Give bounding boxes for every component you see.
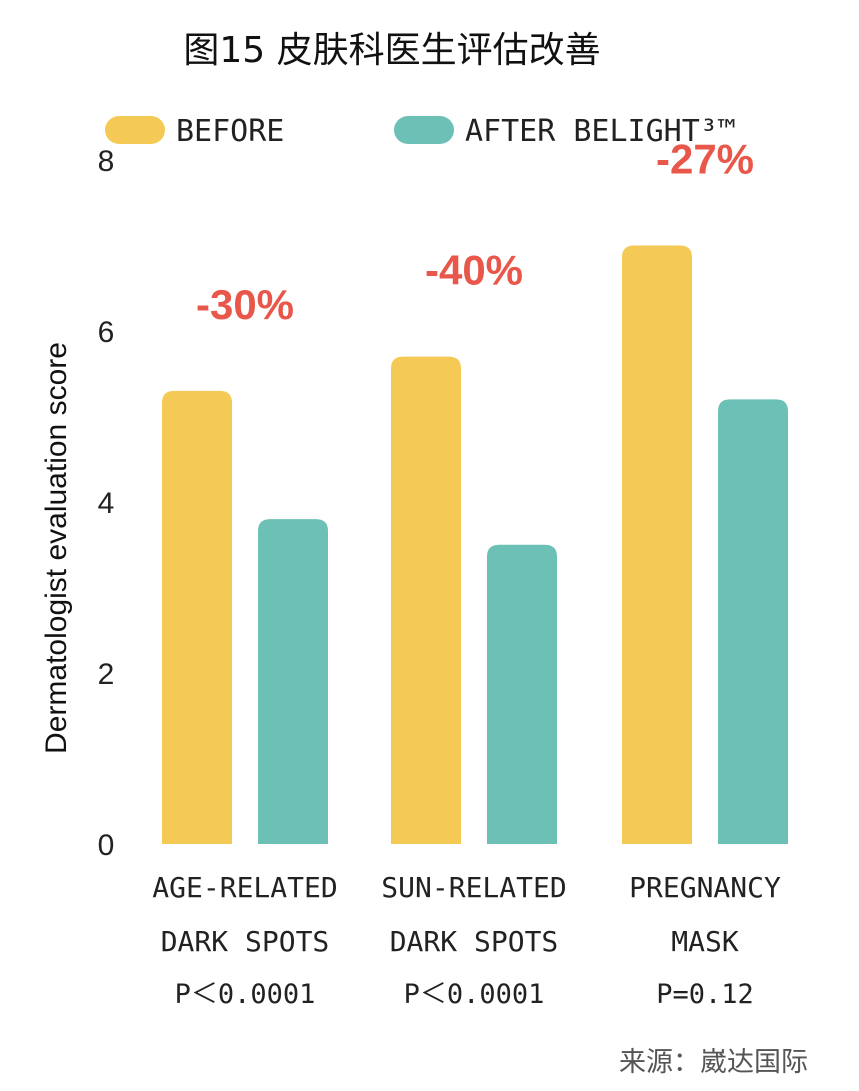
bar-before (391, 356, 461, 844)
y-tick-label: 0 (98, 829, 115, 862)
x-category-label: PREGNANCY (629, 871, 781, 904)
y-tick-label: 2 (98, 658, 115, 691)
chart-title: 图15 皮肤科医生评估改善 (183, 30, 600, 71)
x-category-label: SUN-RELATED (381, 871, 566, 904)
x-axis-labels: AGE-RELATED DARK SPOTS P＜0.0001 SUN-RELATED… (152, 871, 781, 1010)
legend-swatch-before (105, 116, 165, 144)
x-category-label: AGE-RELATED (152, 871, 337, 904)
source-note: 来源：崴达国际 (619, 1047, 808, 1078)
legend: BEFORE AFTER BELIGHT³™ (105, 114, 736, 149)
x-category-label: MASK (671, 925, 739, 958)
y-tick-label: 6 (98, 316, 115, 349)
p-value-label: P＜0.0001 (404, 979, 545, 1010)
x-category-label: DARK SPOTS (390, 925, 559, 958)
bars (162, 245, 788, 844)
y-axis-ticks: 0 2 4 6 8 (98, 145, 115, 862)
y-tick-label: 8 (98, 145, 115, 178)
bar-after (487, 544, 557, 844)
change-label: -27% (656, 136, 754, 183)
change-label: -40% (425, 247, 523, 294)
legend-swatch-after (394, 116, 454, 144)
y-axis-label: Dermatologist evaluation score (40, 342, 73, 754)
bar-before (622, 245, 692, 844)
legend-label-before: BEFORE (176, 114, 284, 149)
legend-label-after: AFTER BELIGHT³™ (465, 114, 736, 149)
bar-after (718, 399, 788, 844)
change-label: -30% (196, 281, 294, 328)
p-value-label: P＜0.0001 (175, 979, 316, 1010)
p-value-label: P=0.12 (656, 979, 754, 1010)
y-tick-label: 4 (98, 487, 115, 520)
bar-before (162, 390, 232, 844)
x-category-label: DARK SPOTS (161, 925, 330, 958)
bar-after (258, 519, 328, 844)
change-labels: -30% -40% -27% (196, 136, 754, 328)
